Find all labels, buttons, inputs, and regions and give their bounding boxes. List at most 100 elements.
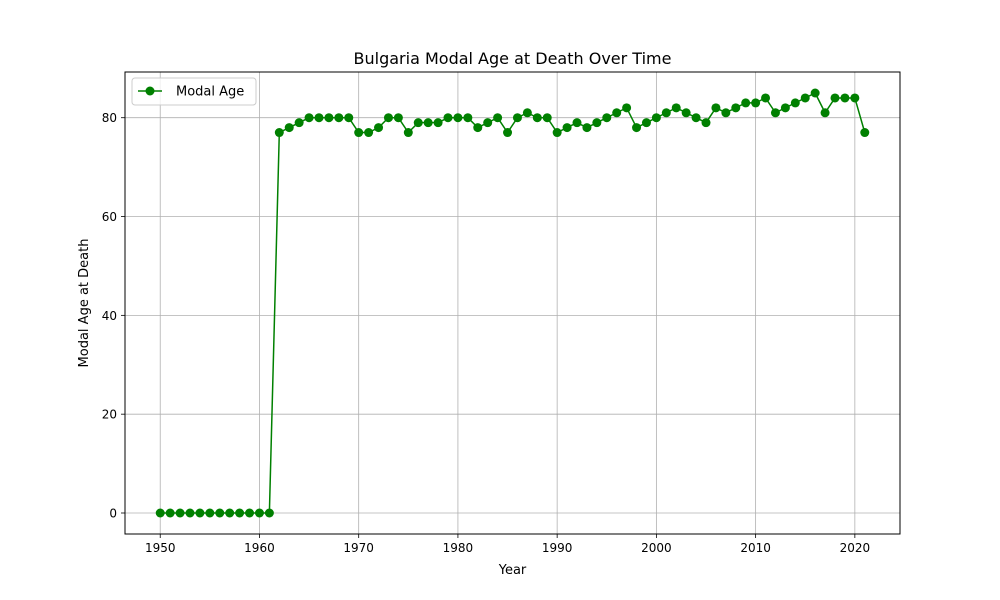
data-point bbox=[761, 93, 771, 103]
data-point bbox=[800, 93, 810, 103]
data-point bbox=[830, 93, 840, 103]
data-point bbox=[324, 113, 334, 123]
data-point bbox=[840, 93, 850, 103]
data-point bbox=[344, 113, 354, 123]
data-point bbox=[632, 123, 642, 133]
data-point bbox=[582, 123, 592, 133]
data-point bbox=[374, 123, 384, 133]
data-point bbox=[453, 113, 463, 123]
legend: Modal Age bbox=[131, 77, 257, 106]
x-tick-label: 2020 bbox=[840, 541, 871, 555]
data-point bbox=[393, 113, 403, 123]
y-tick-label: 60 bbox=[102, 210, 117, 224]
data-point bbox=[731, 103, 741, 113]
data-point bbox=[552, 128, 562, 138]
data-point bbox=[354, 128, 364, 138]
plot-frame bbox=[124, 71, 901, 535]
data-point bbox=[790, 98, 800, 108]
data-point bbox=[294, 118, 304, 128]
data-point bbox=[503, 128, 513, 138]
series-layer bbox=[155, 88, 870, 518]
legend-marker bbox=[145, 86, 155, 96]
y-tick-label: 80 bbox=[102, 111, 117, 125]
data-point bbox=[721, 108, 731, 118]
data-point bbox=[423, 118, 433, 128]
data-point bbox=[602, 113, 612, 123]
data-point bbox=[235, 508, 245, 518]
data-point bbox=[254, 508, 264, 518]
data-point bbox=[493, 113, 503, 123]
x-tick-label: 1950 bbox=[145, 541, 176, 555]
data-point bbox=[483, 118, 493, 128]
data-point bbox=[225, 508, 235, 518]
x-tick-label: 1980 bbox=[443, 541, 474, 555]
grid bbox=[125, 72, 900, 534]
data-point bbox=[215, 508, 225, 518]
data-point bbox=[522, 108, 532, 118]
y-tick-label: 40 bbox=[102, 309, 117, 323]
data-point bbox=[195, 508, 205, 518]
data-point bbox=[701, 118, 711, 128]
data-point bbox=[850, 93, 860, 103]
x-axis-label: Year bbox=[498, 563, 527, 578]
data-point bbox=[443, 113, 453, 123]
data-point bbox=[860, 128, 870, 138]
data-point bbox=[661, 108, 671, 118]
data-point bbox=[820, 108, 830, 118]
x-tick-label: 2010 bbox=[740, 541, 771, 555]
data-point bbox=[413, 118, 423, 128]
data-point bbox=[175, 508, 185, 518]
legend-label: Modal Age bbox=[176, 85, 244, 100]
data-point bbox=[612, 108, 622, 118]
legend-box bbox=[131, 77, 257, 106]
data-point bbox=[165, 508, 175, 518]
data-point bbox=[304, 113, 314, 123]
data-point bbox=[284, 123, 294, 133]
data-point bbox=[433, 118, 443, 128]
data-point bbox=[741, 98, 751, 108]
x-tick-label: 1970 bbox=[343, 541, 374, 555]
data-point bbox=[403, 128, 413, 138]
x-tick-label: 2000 bbox=[641, 541, 672, 555]
data-point bbox=[383, 113, 393, 123]
data-point bbox=[770, 108, 780, 118]
chart-title: Bulgaria Modal Age at Death Over Time bbox=[354, 49, 672, 68]
data-point bbox=[334, 113, 344, 123]
y-axis-ticks: 0 20 40 60 80 bbox=[102, 111, 125, 521]
x-tick-label: 1960 bbox=[244, 541, 275, 555]
data-point bbox=[751, 98, 761, 108]
y-tick-label: 20 bbox=[102, 408, 117, 422]
data-point bbox=[681, 108, 691, 118]
y-axis-label: Modal Age at Death bbox=[77, 239, 92, 368]
data-point bbox=[274, 128, 284, 138]
data-point bbox=[512, 113, 522, 123]
data-point bbox=[532, 113, 542, 123]
data-point bbox=[622, 103, 632, 113]
data-point bbox=[810, 88, 820, 98]
x-axis-ticks: 1950 1960 1970 1980 1990 2000 2010 2020 bbox=[145, 534, 870, 555]
data-point bbox=[592, 118, 602, 128]
data-point bbox=[711, 103, 721, 113]
data-point bbox=[314, 113, 324, 123]
data-point bbox=[364, 128, 374, 138]
data-point bbox=[463, 113, 473, 123]
data-point bbox=[205, 508, 215, 518]
series-line bbox=[160, 92, 866, 514]
data-point bbox=[572, 118, 582, 128]
data-point bbox=[473, 123, 483, 133]
data-point bbox=[562, 123, 572, 133]
y-tick-label: 0 bbox=[109, 507, 117, 521]
data-point bbox=[185, 508, 195, 518]
data-point bbox=[780, 103, 790, 113]
data-point bbox=[651, 113, 661, 123]
data-point bbox=[155, 508, 165, 518]
data-point bbox=[264, 508, 274, 518]
x-tick-label: 1990 bbox=[542, 541, 573, 555]
data-point bbox=[641, 118, 651, 128]
data-point bbox=[542, 113, 552, 123]
data-point bbox=[691, 113, 701, 123]
data-point bbox=[245, 508, 255, 518]
data-point bbox=[671, 103, 681, 113]
